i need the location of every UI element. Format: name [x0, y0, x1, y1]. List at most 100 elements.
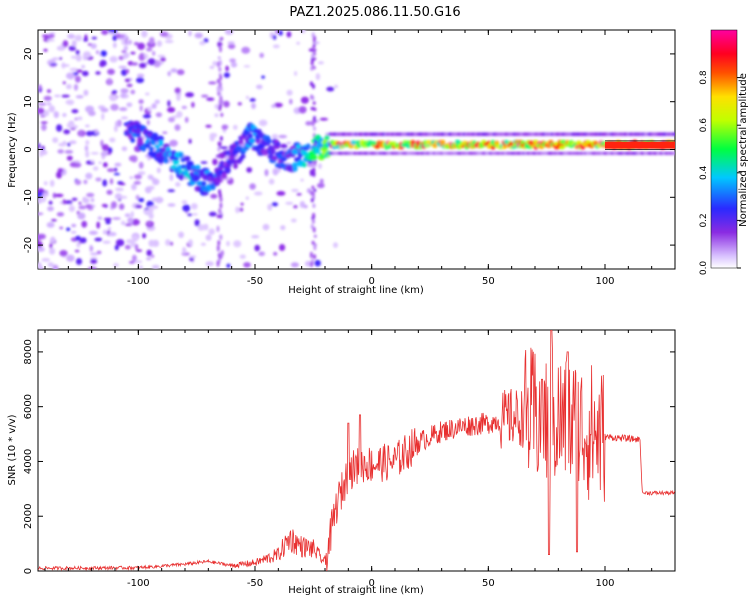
heat-cell — [146, 257, 152, 261]
heat-cell — [134, 244, 139, 251]
heat-cell — [169, 139, 178, 147]
heat-cell — [102, 179, 108, 187]
heat-cell — [188, 138, 192, 144]
heat-cell — [159, 31, 169, 37]
heat-cell — [271, 202, 279, 207]
heat-cell — [146, 249, 152, 257]
heat-cell — [43, 95, 52, 101]
heat-cell — [145, 138, 150, 145]
heat-cell — [150, 177, 157, 181]
heat-cell — [270, 147, 276, 155]
heat-cell — [293, 205, 298, 209]
heat-cell — [47, 206, 54, 212]
heat-cell — [225, 166, 231, 174]
heat-cell — [305, 121, 313, 126]
heat-cell — [292, 165, 298, 172]
heat-cell — [88, 110, 96, 117]
heat-cell — [152, 51, 156, 56]
heat-cell — [113, 172, 120, 176]
y-tick-label: 2000 — [23, 504, 34, 529]
heat-cell — [57, 168, 64, 173]
heat-cell — [114, 162, 122, 167]
heat-cell — [165, 146, 171, 152]
heat-cell — [220, 37, 224, 41]
heat-cell — [230, 62, 238, 68]
heat-cell — [47, 262, 54, 268]
heat-cell — [38, 143, 41, 149]
heat-cell — [174, 124, 181, 131]
heat-cell — [144, 54, 149, 59]
heat-cell — [85, 204, 93, 209]
heat-cell — [251, 235, 260, 239]
heat-cell — [135, 128, 142, 135]
heat-cell — [272, 34, 277, 40]
heat-cell — [69, 140, 77, 145]
heat-cell — [312, 83, 315, 89]
heat-cell — [163, 158, 170, 164]
heat-cell — [167, 100, 171, 107]
y-tick-label: 0 — [23, 146, 34, 152]
heat-cell — [90, 197, 95, 203]
heat-cell — [312, 36, 316, 44]
y-tick-label: -10 — [23, 189, 34, 205]
heat-cell — [218, 106, 222, 111]
heat-cell — [94, 237, 103, 242]
heat-cell — [229, 58, 236, 63]
heat-cell — [235, 145, 243, 151]
heat-cell — [189, 255, 197, 258]
heat-cell — [334, 84, 338, 89]
heat-cell — [75, 95, 84, 99]
heat-cell — [66, 155, 73, 161]
heat-cell — [184, 116, 189, 123]
heat-cell — [154, 144, 160, 149]
heat-cell — [74, 34, 83, 42]
heat-cell — [177, 164, 182, 171]
heat-cell — [300, 178, 304, 182]
x-tick-label: 50 — [482, 276, 495, 287]
heat-cell — [313, 163, 317, 167]
heat-cell — [176, 69, 185, 76]
heat-cell — [71, 197, 78, 201]
colorbar-label: Normalized spectral amplitude — [738, 73, 749, 227]
heat-cell — [313, 126, 316, 131]
heat-cell — [157, 135, 164, 142]
heat-cell — [147, 58, 156, 65]
top-x-axis-label: Height of straight line (km) — [288, 285, 424, 296]
heat-cell — [216, 78, 220, 84]
heat-cell — [178, 231, 185, 238]
heat-cell — [38, 107, 45, 115]
heat-cell — [154, 99, 160, 105]
heat-cell — [261, 75, 265, 79]
heat-cell — [64, 150, 74, 154]
heat-cell — [107, 68, 115, 75]
heat-cell — [69, 67, 79, 72]
heat-cell — [120, 93, 127, 99]
heat-cell — [84, 145, 89, 152]
y-tick-label: 10 — [23, 95, 34, 108]
heat-cell — [188, 30, 192, 37]
top-y-axis-label: Frequency (Hz) — [7, 112, 18, 188]
heat-cell — [251, 102, 256, 110]
heat-cell — [56, 45, 66, 51]
heat-cell — [71, 40, 77, 47]
heat-cell — [48, 105, 55, 113]
heat-cell — [142, 114, 152, 119]
heat-cell — [305, 143, 311, 150]
heat-cell — [124, 223, 132, 226]
heat-cell — [176, 95, 181, 101]
heat-cell — [267, 203, 273, 211]
heat-cell — [309, 81, 313, 87]
x-tick-label: -50 — [247, 578, 263, 589]
heat-cell — [440, 139, 446, 145]
heat-cell — [312, 170, 316, 178]
heat-cell — [106, 189, 113, 195]
heat-cell — [91, 36, 97, 40]
heat-cell — [105, 219, 111, 225]
heat-cell — [122, 53, 128, 60]
heat-cell — [59, 57, 63, 60]
heat-cell — [214, 113, 219, 118]
heat-cell — [312, 203, 316, 209]
heat-cell — [129, 176, 133, 179]
heat-cell — [147, 221, 152, 226]
heat-cell — [249, 98, 256, 102]
